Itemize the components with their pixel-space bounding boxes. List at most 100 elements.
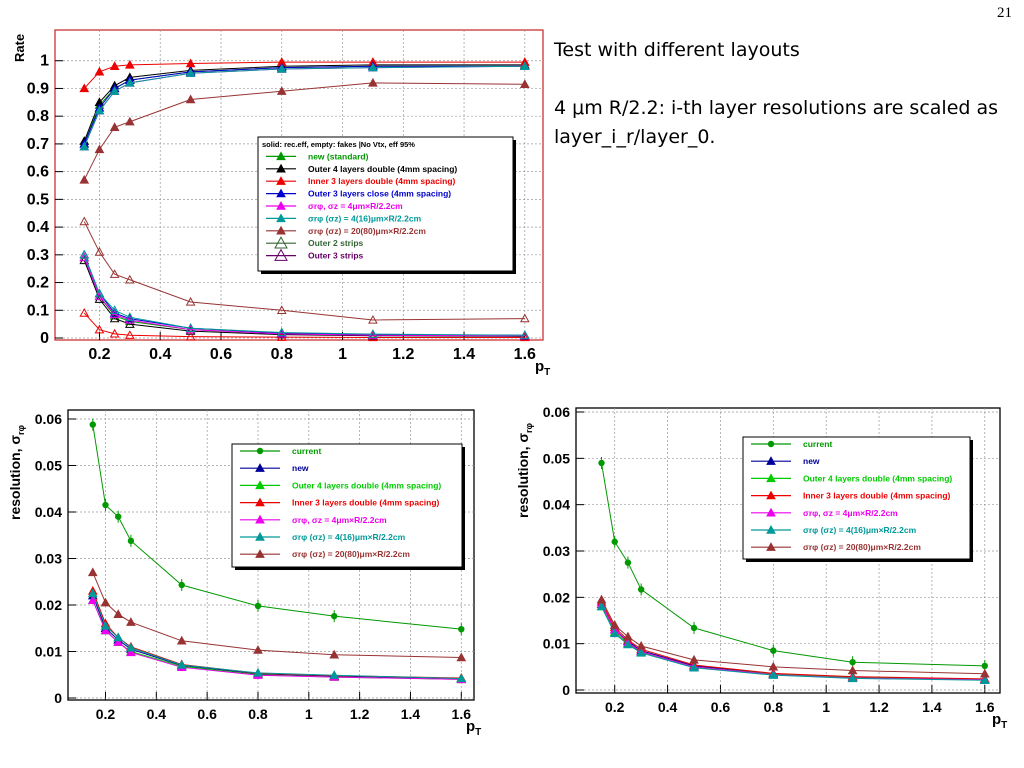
data-point [185,326,196,335]
x-tick-label: 1.6 [452,706,472,722]
data-point [276,305,287,314]
data-point [124,314,135,324]
notes-title: Test with different layouts [554,39,800,61]
series-1 [89,418,465,636]
y-tick-label: 0.03 [543,543,570,559]
legend-marker [256,447,264,455]
legend-marker [255,480,265,490]
data-point [185,331,196,341]
data-point [124,313,135,323]
x-tick-label: 1.6 [975,699,995,715]
chart-3: 0.2 0.4 0.6 0.8 1 1.2 1.4 1.6 0 0.01 0.02 0.03 0.04 0… [515,404,1007,731]
series-7 [596,594,990,678]
data-point [94,105,105,115]
data-point [276,327,287,337]
data-point [979,675,990,684]
data-point [624,559,632,566]
legend-marker [766,490,776,500]
legend-label: Inner 3 layers double (4mm spacing) [292,498,440,508]
data-point [636,640,647,650]
data-point [611,538,618,545]
data-point [519,330,530,339]
data-point [519,313,530,323]
x-axis-label: pT [535,358,550,378]
legend-label: new [803,456,820,466]
data-point [109,309,120,319]
data-point [689,662,699,672]
data-point [458,625,465,633]
data-point [79,249,90,259]
data-point [768,661,779,671]
x-tick-label: 0.2 [96,706,116,722]
data-point [185,94,196,104]
y-tick-label: 0.01 [35,644,62,660]
data-point [276,64,287,73]
data-point [253,667,263,677]
legend-label: new (standard) [308,151,369,161]
data-point [124,330,135,339]
data-point [637,586,645,593]
legend-marker [255,531,265,541]
data-point [109,305,120,314]
series-line [601,462,985,667]
data-point [623,639,633,649]
legend-box [257,136,514,272]
notes-text: Test with different layouts 4 μm R/2.2: … [554,36,1014,181]
legend-label: σrφ (σz) = 4(16)μm×R/2.2cm [803,525,917,535]
y-tick-label: 0.6 [27,164,49,181]
chart-1: 0.2 0.4 0.6 0.8 1 1.2 1.4 1.6 0 0.1 0.2 0.3 0.4 0.5 0.… [12,29,550,378]
data-point [770,647,777,654]
legend-label: σrφ (σz) = 20(80)μm×R/2.2cm [292,549,410,559]
data-point [124,59,135,69]
data-point [126,642,136,652]
legend-marker [255,514,265,524]
data-point [176,659,187,669]
data-point [94,247,105,256]
legend-marker [276,200,286,210]
legend-marker [276,225,286,235]
legend-label: σrφ, σz = 4μm×R/2.2cm [292,515,387,525]
data-point [329,649,340,659]
legend-marker [766,524,776,534]
legend-label: Outer 4 layers double (4mm spacing) [292,480,441,490]
x-tick-label: 0.8 [764,699,784,715]
data-point [368,314,378,324]
data-point [94,66,105,76]
y-tick-label: 0.8 [27,108,49,125]
legend-marker [276,213,286,223]
x-tick-label: 0.4 [658,699,678,715]
x-tick-label: 0.6 [210,346,232,363]
data-point [113,637,124,646]
legend-marker [255,497,265,507]
data-point [109,61,120,70]
series-13 [79,249,530,339]
data-point [979,668,990,678]
data-point [254,602,262,610]
x-tick-label: 0.6 [711,699,731,715]
data-point [79,174,90,184]
data-point [94,288,105,298]
legend-label: σrφ (σz) = 4(16)μm×R/2.2cm [308,213,422,223]
data-point [109,313,120,323]
legend-marker [767,440,775,448]
series-line [83,64,525,142]
data-point [126,617,136,626]
x-tick-label: 1 [338,346,347,363]
y-tick-label: 0.06 [35,411,62,427]
legend-label: Inner 3 layers double (4mm spacing) [803,491,951,501]
legend-label: Outer 3 strips [308,251,364,261]
data-point [185,68,196,77]
y-tick-label: 0.02 [543,589,570,605]
legend-marker [766,456,776,465]
x-tick-label: 0.4 [147,706,167,722]
legend-label: current [292,446,321,456]
series-12 [79,252,530,340]
data-point [596,594,607,604]
y-tick-label: 0.7 [27,136,49,153]
y-tick-label: 0.2 [27,275,49,292]
y-axis-label: Rate [12,34,27,62]
data-point [115,513,122,520]
data-point [176,635,187,645]
data-point [79,141,90,151]
y-tick-label: 0 [40,330,49,347]
